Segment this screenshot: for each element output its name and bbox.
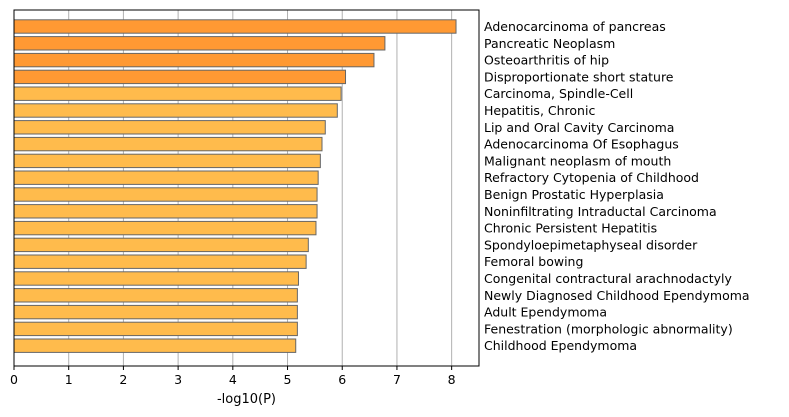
x-axis-ticks: 0 1 2 3 4 5 6 7 8 — [10, 366, 456, 387]
category-label: Adenocarcinoma Of Esophagus — [484, 137, 679, 152]
bar — [13, 36, 386, 51]
x-tick-label: 4 — [229, 372, 237, 387]
bar — [13, 103, 338, 118]
category-label: Fenestration (morphologic abnormality) — [484, 321, 733, 336]
bar — [13, 136, 323, 152]
category-label: Carcinoma, Spindle-Cell — [484, 86, 633, 101]
category-label: Benign Prostatic Hyperplasia — [484, 187, 664, 202]
category-label: Newly Diagnosed Childhood Ependymoma — [484, 288, 750, 303]
category-label: Malignant neoplasm of mouth — [484, 153, 671, 168]
bar — [13, 86, 342, 101]
x-tick-label: 1 — [65, 372, 73, 387]
category-label: Adult Ependymoma — [484, 305, 607, 320]
category-label: Noninfiltrating Intraductal Carcinoma — [484, 204, 717, 219]
bar — [13, 153, 321, 169]
x-tick-label: 0 — [10, 372, 18, 387]
category-label: Lip and Oral Cavity Carcinoma — [484, 120, 674, 135]
bar — [13, 170, 319, 185]
category-label: Refractory Cytopenia of Childhood — [484, 170, 699, 185]
plot-frame — [13, 9, 480, 367]
category-label: Adenocarcinoma of pancreas — [484, 19, 666, 34]
category-labels: Adenocarcinoma of pancreas Pancreatic Neo… — [484, 19, 750, 353]
bar — [13, 120, 326, 135]
bar — [13, 271, 299, 286]
bar — [13, 69, 347, 85]
category-label: Pancreatic Neoplasm — [484, 36, 615, 51]
bar — [13, 19, 457, 34]
category-label: Chronic Persistent Hepatitis — [484, 221, 657, 236]
category-label: Childhood Ependymoma — [484, 338, 637, 353]
x-axis-label: -log10(P) — [217, 392, 276, 407]
bar — [13, 288, 298, 303]
bar — [13, 304, 298, 320]
x-tick-label: 6 — [338, 372, 346, 387]
x-tick-label: 8 — [448, 372, 456, 387]
x-tick-label: 7 — [393, 372, 401, 387]
x-tick-label: 3 — [174, 372, 182, 387]
bar — [13, 220, 317, 236]
bar — [13, 338, 297, 353]
bar — [13, 204, 318, 219]
bar — [13, 237, 309, 253]
bar — [13, 187, 318, 202]
category-label: Hepatitis, Chronic — [484, 103, 595, 118]
category-label: Femoral bowing — [484, 254, 583, 269]
category-label: Disproportionate short stature — [484, 69, 674, 84]
bars — [13, 19, 457, 353]
bar — [13, 52, 375, 68]
x-tick-label: 5 — [284, 372, 292, 387]
category-label: Osteoarthritis of hip — [484, 53, 609, 68]
bar — [13, 321, 298, 337]
bar — [13, 254, 307, 269]
category-label: Congenital contractural arachnodactyly — [484, 271, 732, 286]
category-label: Spondyloepimetaphyseal disorder — [484, 237, 698, 252]
x-tick-label: 2 — [119, 372, 127, 387]
